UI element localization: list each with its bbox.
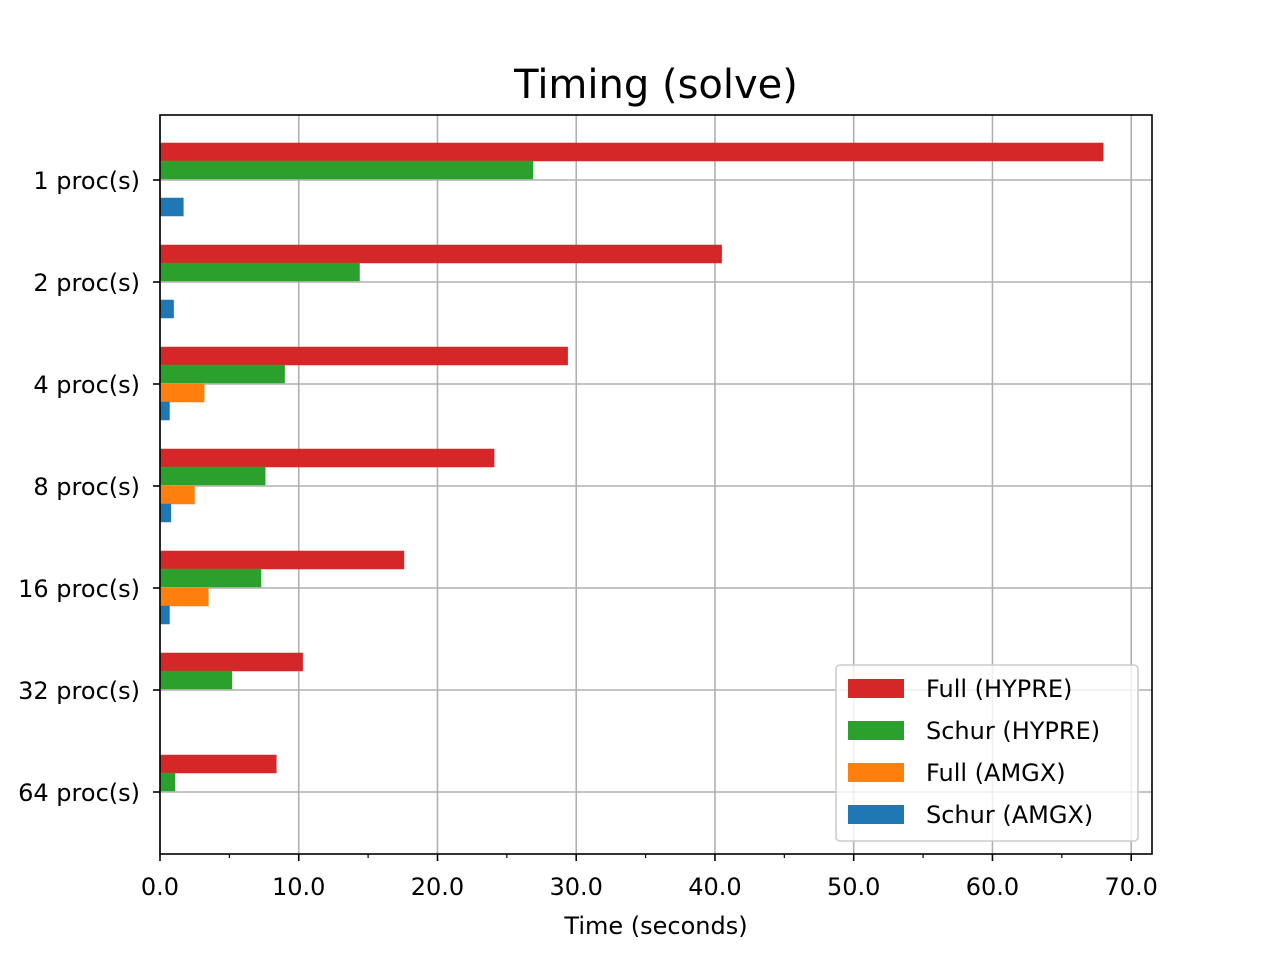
bar	[160, 466, 266, 486]
y-tick-label: 4 proc(s)	[33, 371, 140, 399]
bar	[160, 503, 172, 523]
bar	[160, 142, 1104, 162]
bar	[160, 754, 277, 774]
y-tick-label: 2 proc(s)	[33, 269, 140, 297]
legend-swatch	[848, 679, 904, 698]
bars-group	[160, 142, 1104, 792]
bar	[160, 299, 174, 319]
legend-swatch	[848, 805, 904, 824]
bar	[160, 364, 285, 384]
bar	[160, 244, 722, 264]
x-tick-label: 30.0	[550, 873, 603, 901]
bar	[160, 262, 360, 282]
x-tick-label: 40.0	[688, 873, 741, 901]
legend: Full (HYPRE) Schur (HYPRE) Full (AMGX) Schu…	[835, 664, 1139, 842]
grid-lines	[159, 115, 1152, 854]
bar	[160, 383, 205, 403]
bar	[160, 670, 233, 690]
bar	[160, 550, 405, 570]
x-tick-label: 20.0	[411, 873, 464, 901]
legend-label: Schur (HYPRE)	[926, 717, 1100, 745]
x-tick-label: 60.0	[966, 873, 1019, 901]
legend-swatch	[848, 763, 904, 782]
bar	[160, 605, 170, 625]
plot-frame	[159, 114, 1153, 855]
x-tick-label: 70.0	[1104, 873, 1157, 901]
legend-box	[835, 664, 1139, 842]
x-tick-label: 0.0	[141, 873, 179, 901]
legend-label: Full (AMGX)	[926, 759, 1066, 787]
bar	[160, 401, 170, 421]
legend-label: Full (HYPRE)	[926, 675, 1072, 703]
bar	[160, 346, 568, 366]
y-tick-label: 8 proc(s)	[33, 473, 140, 501]
bar	[160, 772, 176, 792]
legend-label: Schur (AMGX)	[926, 801, 1093, 829]
y-tick-label: 16 proc(s)	[18, 575, 140, 603]
bar	[160, 485, 195, 505]
y-tick-label: 1 proc(s)	[33, 167, 140, 195]
bar	[160, 160, 534, 180]
chart-title: Timing (solve)	[513, 62, 798, 108]
x-tick-label: 50.0	[827, 873, 880, 901]
y-tick-label: 32 proc(s)	[18, 677, 140, 705]
bar	[160, 652, 303, 672]
y-tick-label: 64 proc(s)	[18, 779, 140, 807]
y-axis-ticks: 1 proc(s) 2 proc(s) 4 proc(s) 8 proc(s) 16 p…	[18, 167, 160, 807]
legend-swatch	[848, 721, 904, 740]
x-axis-label: Time (seconds)	[563, 912, 747, 940]
x-tick-label: 10.0	[272, 873, 325, 901]
bar	[160, 197, 184, 217]
bar	[160, 587, 209, 607]
bar	[160, 568, 262, 588]
bar	[160, 448, 495, 468]
x-axis-ticks: 0.0 10.0 20.0 30.0 40.0 50.0 60.0 70.0	[141, 854, 1158, 901]
